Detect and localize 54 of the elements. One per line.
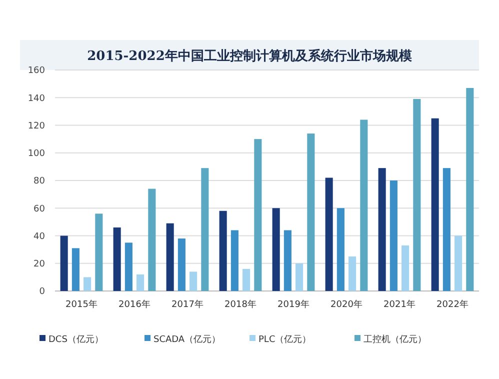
bar (136, 274, 144, 291)
bar (230, 230, 238, 291)
y-tick-label: 20 (34, 260, 46, 270)
bar (390, 180, 398, 291)
bar (378, 168, 386, 291)
y-tick-label: 0 (39, 287, 46, 298)
chart-title: 2015-2022年中国工业控制计算机及系统行业市场规模 (87, 48, 412, 64)
bar (272, 208, 280, 291)
x-tick-label: 2019年 (278, 299, 310, 310)
bar (242, 268, 250, 291)
x-tick-label: 2015年 (66, 299, 98, 310)
bar (219, 210, 227, 291)
y-tick-label: 140 (28, 94, 46, 104)
x-tick-label: 2017年 (172, 299, 204, 310)
bar (360, 120, 368, 291)
bar (254, 139, 262, 291)
bar (307, 134, 315, 291)
x-tick-label: 2020年 (330, 299, 362, 310)
bar (402, 245, 410, 291)
x-tick-label: 2021年 (384, 299, 416, 310)
y-tick-label: 60 (34, 204, 46, 214)
bar (113, 227, 121, 291)
bar (148, 188, 156, 291)
y-tick-label: 40 (34, 232, 46, 242)
bar (336, 208, 344, 291)
bar (95, 214, 103, 291)
bar (442, 168, 450, 291)
bar (60, 236, 68, 291)
bar (296, 263, 304, 291)
bar (466, 88, 474, 291)
y-tick-label: 120 (28, 121, 46, 132)
bar (178, 238, 186, 291)
bar (325, 178, 333, 291)
legend-label: PLC（亿元） (258, 334, 312, 346)
legend-label: SCADA（亿元） (154, 334, 221, 346)
bar (431, 118, 439, 291)
bar (201, 168, 209, 291)
bar (413, 99, 421, 291)
bar (124, 242, 132, 291)
bar (284, 230, 292, 291)
bar (190, 272, 198, 291)
x-tick-label: 2018年 (224, 299, 256, 310)
x-tick-label: 2022年 (436, 299, 468, 310)
legend-label: 工控机（亿元） (364, 334, 426, 346)
bar (72, 248, 80, 291)
y-tick-label: 100 (28, 149, 46, 160)
x-tick-label: 2016年 (118, 299, 150, 310)
bar (454, 236, 462, 291)
bar (84, 277, 92, 291)
bar (348, 256, 356, 291)
y-tick-label: 160 (28, 66, 46, 76)
y-tick-label: 80 (34, 176, 46, 187)
bar (166, 223, 174, 291)
legend-label: DCS（亿元） (48, 334, 104, 346)
